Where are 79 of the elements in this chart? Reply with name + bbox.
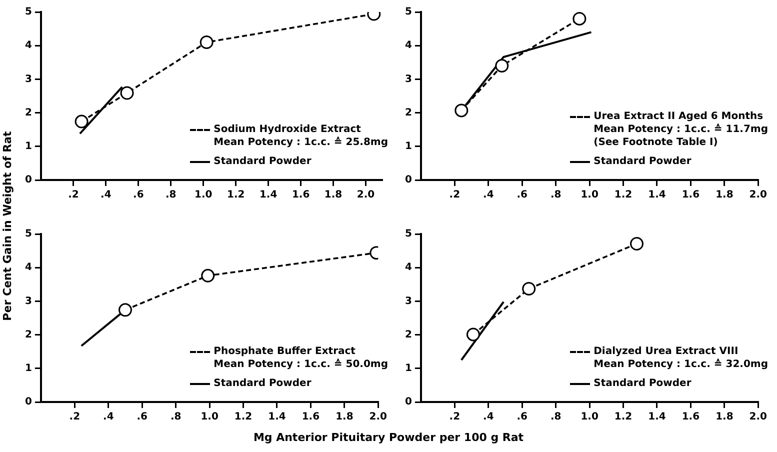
x-tick-label: .4	[100, 190, 112, 201]
y-tick-label: 2	[404, 107, 412, 118]
y-tick-label: 1	[24, 362, 32, 374]
x-tick-label: 2.0	[749, 412, 768, 423]
x-tick-label: 1.4	[259, 190, 278, 201]
x-tick-label: .6	[136, 412, 148, 423]
x-tick-label: 1.8	[336, 412, 354, 423]
x-tick-label: .2	[68, 190, 79, 201]
legend-label: Sodium Hydroxide Extract	[214, 123, 361, 136]
y-tick-label: 4	[404, 40, 412, 52]
annotation: Mean Potency : 1c.c. ≙ 50.0mg	[212, 358, 388, 371]
annotation: Mean Potency : 1c.c. ≙ 25.8mg	[212, 136, 388, 149]
legend-label: Dialyzed Urea Extract VIII	[594, 345, 738, 358]
y-tick-label: 4	[24, 40, 32, 52]
x-tick-label: 1.2	[614, 412, 632, 423]
x-tick-label: 1.6	[292, 190, 310, 201]
x-tick-label: 1.2	[234, 412, 252, 423]
x-tick-label: 2.0	[749, 190, 768, 201]
x-tick-label: 1.2	[614, 190, 632, 201]
legend-label: Standard Powder	[594, 155, 692, 168]
x-tick-label: 1.4	[648, 190, 666, 201]
x-tick-label: 1.0	[580, 190, 598, 201]
y-tick-label: 3	[24, 74, 32, 85]
y-tick-label: 1	[404, 140, 412, 152]
x-tick-label: .8	[170, 412, 182, 423]
legend-label: Urea Extract II Aged 6 Months	[594, 110, 764, 123]
y-tick-label: 3	[24, 296, 32, 307]
x-tick-label: .2	[449, 412, 460, 423]
y-tick-label: 5	[404, 228, 412, 240]
x-tick-label: 1.6	[682, 190, 700, 201]
legend-label: Standard Powder	[594, 377, 692, 390]
y-tick-label: 3	[404, 74, 412, 85]
y-tick-label: 2	[24, 329, 32, 340]
y-tick-label: 3	[404, 296, 412, 307]
x-tick-label: .6	[133, 190, 144, 201]
x-tick-label: 1.6	[302, 412, 320, 423]
y-tick-label: 5	[24, 228, 32, 240]
x-tick-label: .8	[165, 190, 176, 201]
y-tick-label: 2	[24, 107, 32, 118]
x-tick-label: .6	[516, 190, 528, 201]
legend-label: Standard Powder	[214, 155, 312, 168]
x-tick-label: .4	[483, 412, 494, 423]
y-axis-title: Per Cent Gain in Weight of Rat	[1, 131, 14, 321]
x-tick-label: 1.8	[716, 190, 734, 201]
y-tick-label: 0	[24, 174, 32, 186]
y-tick-label: 0	[404, 396, 412, 408]
x-tick-label: .4	[483, 190, 494, 201]
x-tick-label: 1.8	[324, 190, 342, 201]
y-tick-label: 5	[404, 6, 412, 18]
x-tick-label: .8	[550, 412, 562, 423]
y-tick-label: 4	[404, 262, 412, 274]
annotation: Mean Potency : 1c.c. ≙ 11.7mg	[592, 123, 768, 136]
x-tick-label: 1.0	[194, 190, 212, 201]
x-tick-label: 1.8	[716, 412, 734, 423]
y-tick-label: 1	[24, 140, 32, 152]
x-tick-label: 1.6	[682, 412, 700, 423]
x-axis-title: Mg Anterior Pituitary Powder per 100 g Rat	[252, 431, 525, 444]
y-tick-label: 4	[24, 262, 32, 274]
x-tick-label: 1.4	[648, 412, 666, 423]
legend-label: Phosphate Buffer Extract	[214, 345, 356, 358]
annotation: Mean Potency : 1c.c. ≙ 32.0mg	[592, 358, 768, 371]
x-tick-label: 1.2	[226, 190, 245, 201]
x-tick-label: .2	[449, 190, 460, 201]
y-tick-label: 1	[404, 362, 412, 374]
x-tick-label: .8	[550, 190, 562, 201]
annotation: (See Footnote Table I)	[592, 136, 719, 149]
y-tick-label: 5	[24, 6, 32, 18]
x-tick-label: 1.0	[200, 412, 218, 423]
y-tick-label: 2	[404, 329, 412, 340]
x-tick-label: 1.0	[580, 412, 598, 423]
y-tick-label: 0	[404, 174, 412, 186]
legend-label: Standard Powder	[214, 377, 312, 390]
x-tick-label: 2.0	[356, 190, 375, 201]
x-tick-label: .4	[103, 412, 114, 423]
x-tick-label: .6	[516, 412, 528, 423]
x-tick-label: 2.0	[369, 412, 388, 423]
x-tick-label: .2	[69, 412, 80, 423]
y-tick-label: 0	[24, 396, 32, 408]
x-tick-label: 1.4	[268, 412, 286, 423]
